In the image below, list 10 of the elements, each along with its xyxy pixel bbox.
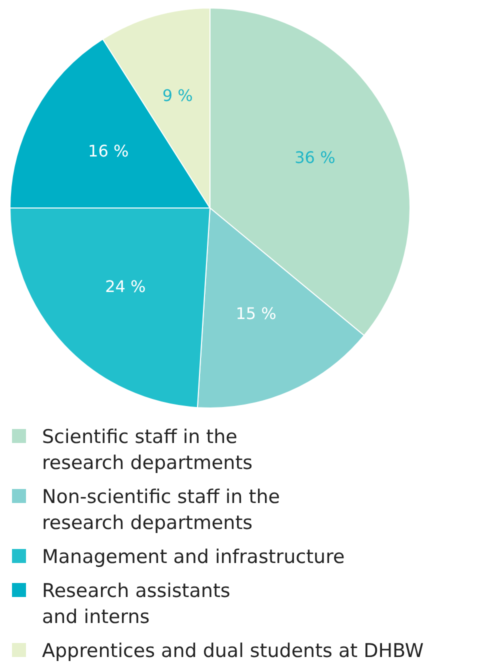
data-label: 16 % [88, 141, 129, 160]
data-label: 24 % [105, 276, 146, 296]
legend-label: Research assistants and interns [42, 580, 230, 628]
data-label: 36 % [294, 148, 336, 167]
data-label: 9 % [162, 86, 193, 105]
legend-label: Apprentices and dual students at DHBW [42, 640, 424, 662]
legend-label: Management and infrastructure [42, 546, 345, 568]
legend-label: Scientific staff in the research departments [42, 426, 253, 474]
legend-label: Non-scientific staff in the research departments [42, 486, 280, 534]
data-label: 15 % [236, 304, 276, 323]
